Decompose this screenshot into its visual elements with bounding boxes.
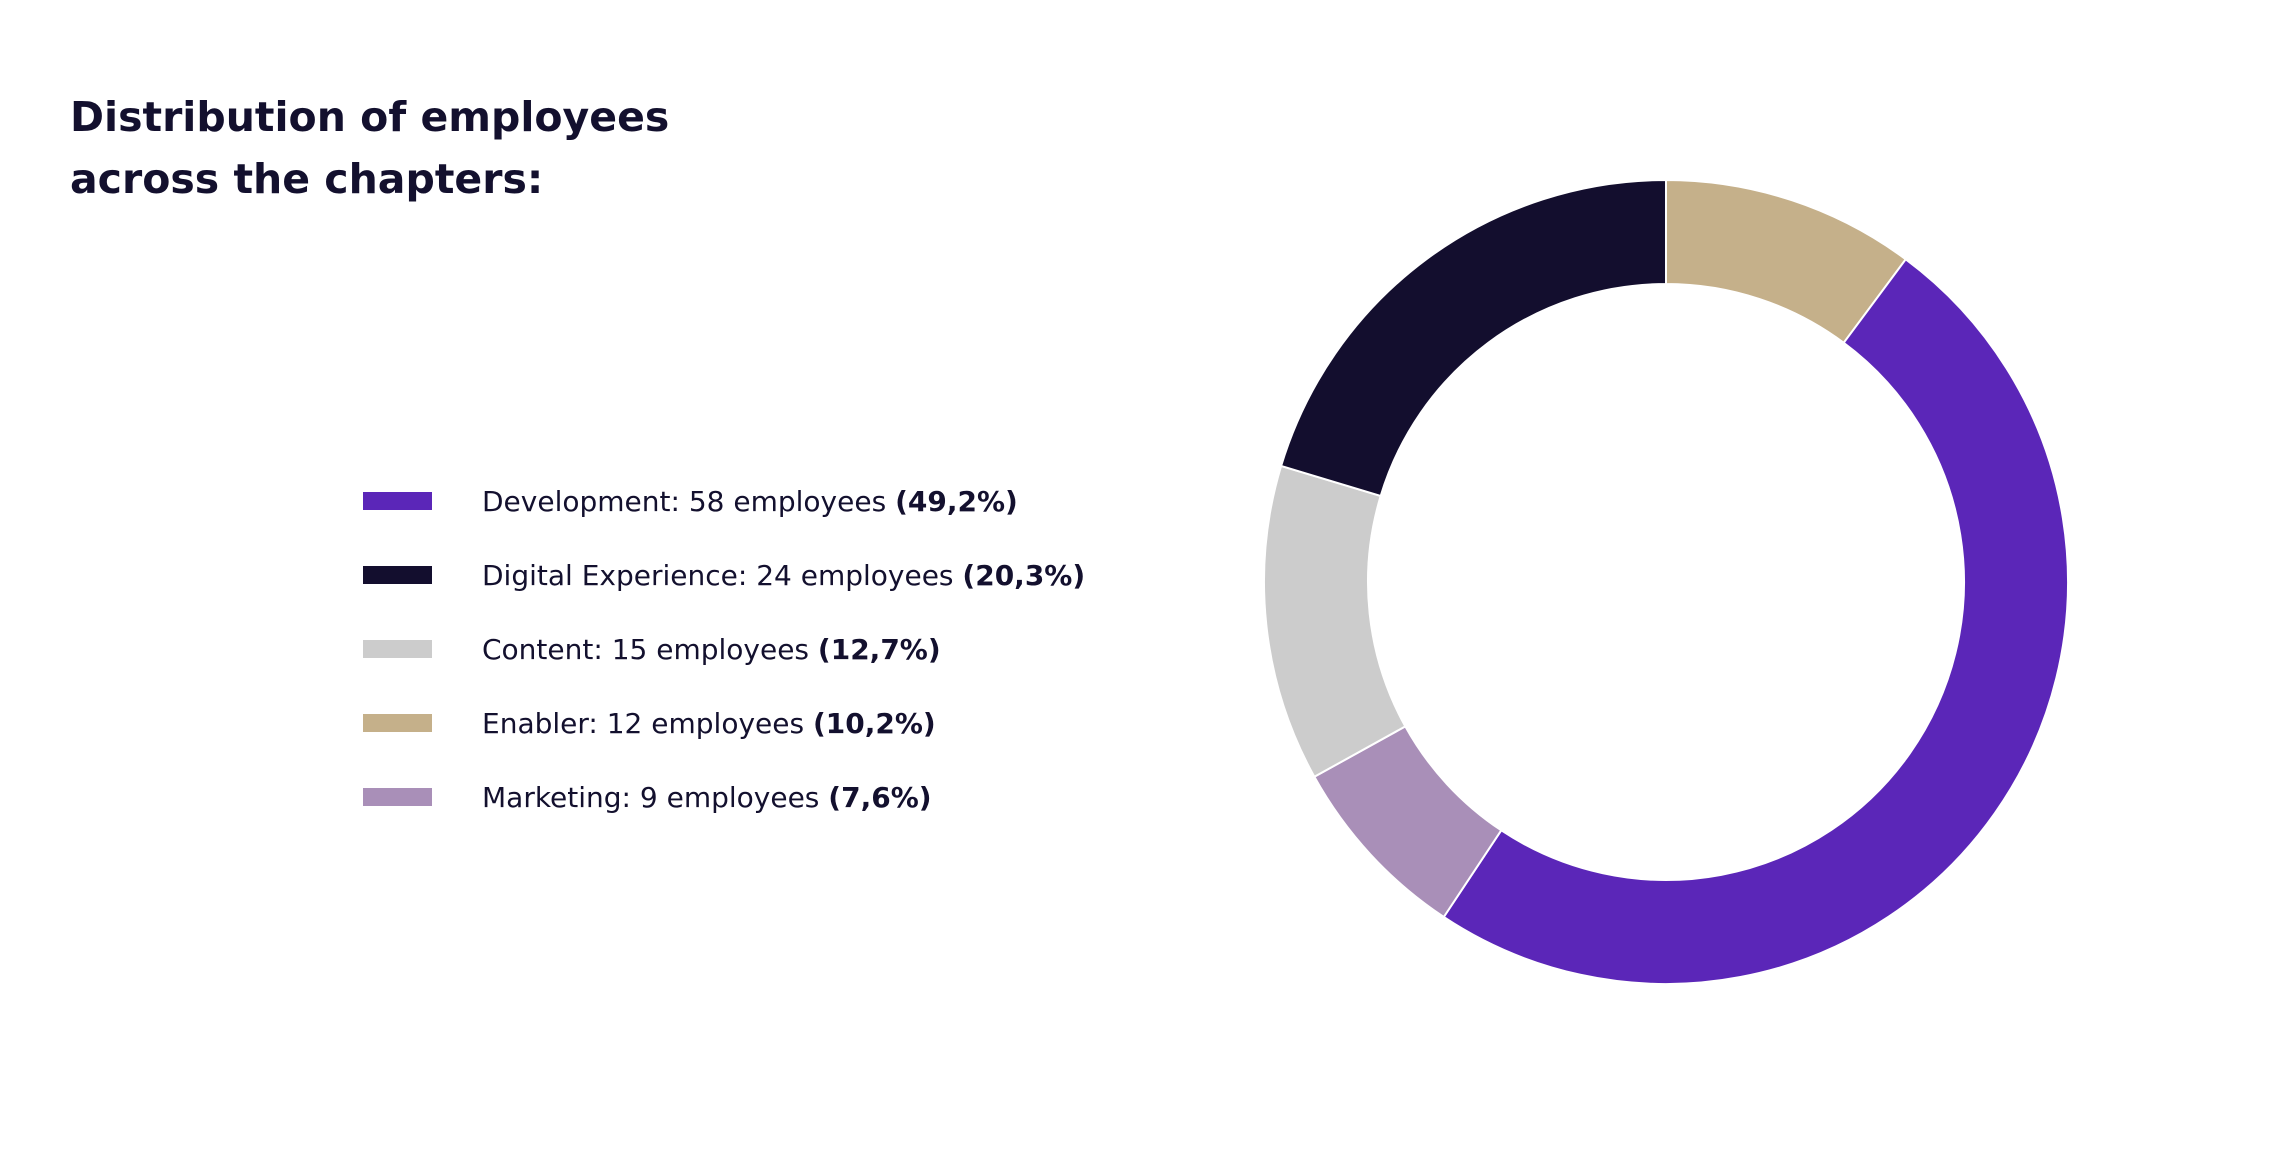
legend-percent: (12,7%): [817, 632, 941, 666]
legend-percent: (20,3%): [962, 558, 1086, 592]
legend-item-digital-experience: Digital Experience: 24 employees (20,3%): [363, 538, 1085, 612]
legend-item-marketing: Marketing: 9 employees (7,6%): [363, 760, 1085, 834]
legend-label: Marketing: 9 employees: [482, 780, 829, 814]
legend-label: Content: 15 employees: [482, 632, 818, 666]
legend-percent: (10,2%): [812, 706, 936, 740]
legend-swatch: [363, 566, 432, 584]
legend-label: Development: 58 employees: [482, 484, 896, 518]
legend-swatch: [363, 640, 432, 658]
legend-item-content: Content: 15 employees (12,7%): [363, 612, 1085, 686]
legend-percent: (7,6%): [828, 780, 932, 814]
legend-label: Enabler: 12 employees: [482, 706, 813, 740]
legend-swatch: [363, 714, 432, 732]
donut-slice-digital-experience: [1279, 178, 1667, 498]
donut-slice-content: [1263, 464, 1407, 779]
donut-slice-development: [1442, 257, 2069, 986]
legend-item-development: Development: 58 employees (49,2%): [363, 464, 1085, 538]
legend-percent: (49,2%): [895, 484, 1018, 518]
legend: Development: 58 employees (49,2%) Digita…: [363, 464, 1085, 834]
legend-swatch: [363, 492, 432, 510]
legend-label: Digital Experience: 24 employees: [482, 558, 963, 592]
legend-swatch: [363, 788, 432, 806]
legend-item-enabler: Enabler: 12 employees (10,2%): [363, 686, 1085, 760]
chart-title: Distribution of employees across the cha…: [70, 93, 670, 203]
